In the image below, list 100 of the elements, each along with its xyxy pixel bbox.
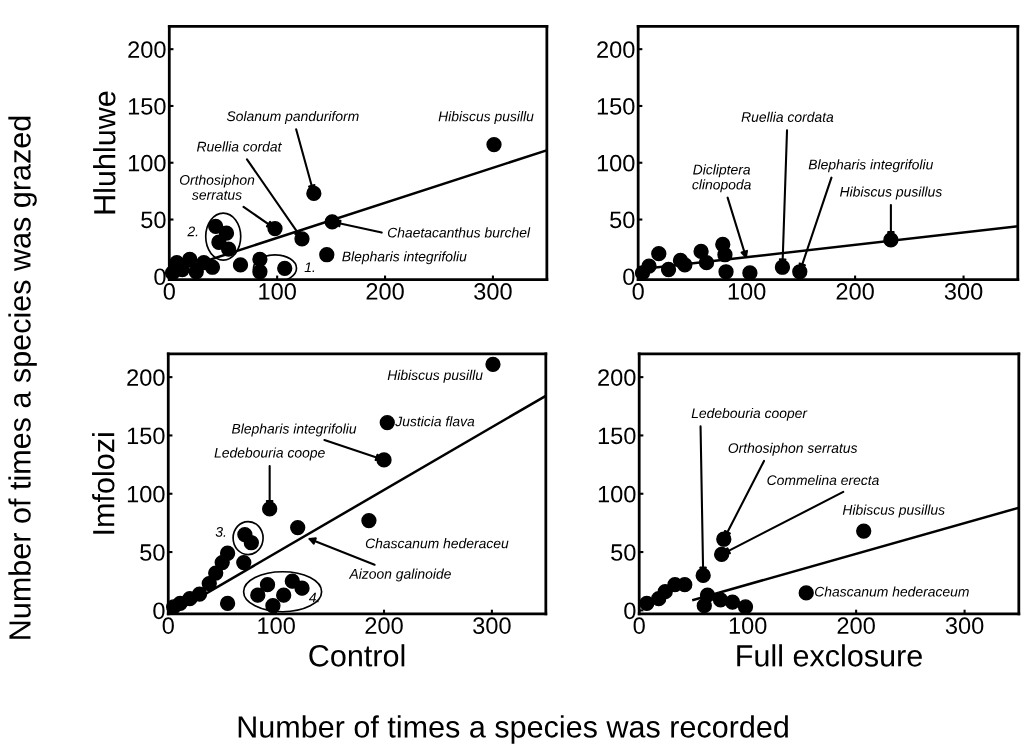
point [485, 356, 501, 372]
point [693, 243, 709, 259]
point [724, 594, 741, 610]
annotation: Hibiscus pusillus [839, 186, 942, 200]
y-tick-label: 150 [127, 427, 165, 445]
point [236, 554, 252, 571]
y-tick-label: 200 [127, 369, 165, 386]
annotation: Dicliptera clinopoda [692, 164, 751, 193]
x-tick-label: 300 [944, 283, 983, 300]
point [379, 414, 395, 431]
y-tick-label: 50 [141, 211, 166, 229]
point [696, 598, 712, 614]
y-tick-label: 0 [154, 268, 166, 286]
point [737, 599, 754, 615]
annotation: Blepharis integrifoliu [342, 251, 467, 265]
point [634, 265, 651, 281]
y-tick-label: 200 [128, 41, 166, 58]
text: Number of times a species was grazed [8, 116, 37, 639]
annotation: Orthosiphon serratus [728, 442, 858, 456]
x-tick-label: 100 [728, 283, 766, 300]
point [798, 585, 814, 601]
point [742, 265, 758, 281]
point [290, 519, 306, 536]
point [651, 591, 667, 607]
point [639, 595, 655, 612]
y-tick-label: 100 [127, 485, 165, 503]
point [259, 577, 276, 593]
point [204, 259, 221, 275]
y-tick-label: 200 [598, 369, 636, 386]
text: Number of times a species was recorded [238, 715, 788, 744]
annotation: Commelina erecta [767, 474, 879, 486]
annotation: Ledebouria cooper [691, 407, 808, 421]
y-tick-label: 0 [623, 268, 635, 286]
y-tick-label: 150 [597, 98, 635, 115]
annotation: Chascanum hederaceum [815, 586, 969, 597]
point [361, 512, 377, 529]
y-tick-label: 100 [128, 154, 166, 172]
point [219, 595, 236, 612]
point [166, 599, 182, 615]
point [717, 247, 733, 263]
y-tick-label: 50 [611, 544, 636, 561]
annotation: Hibiscus pusillu [438, 111, 534, 125]
annotation: Aizoon galinoide [348, 568, 451, 582]
point [208, 218, 224, 234]
y-tick-label: 100 [597, 154, 635, 172]
annotation: Blepharis integrifoliu [808, 159, 934, 173]
annotation: 2. [187, 226, 198, 237]
point [277, 260, 293, 277]
x-tick-label: 200 [365, 617, 403, 634]
point [698, 255, 715, 271]
point [651, 245, 667, 262]
point [276, 587, 292, 603]
x-tick-label: 100 [259, 283, 296, 300]
point [677, 257, 693, 273]
point [265, 598, 281, 614]
annotation: Chascanum hederaceu [365, 538, 509, 549]
y-axis-title: Imfolozi [92, 433, 115, 534]
annotation: Ledebouria coope [214, 447, 325, 461]
x-tick-label: 300 [473, 617, 511, 634]
y-tick-label: 50 [140, 544, 165, 561]
y-tick-label: 150 [598, 427, 636, 445]
point [250, 587, 266, 603]
x-tick-label: 200 [366, 283, 404, 300]
x-tick-label: 300 [945, 617, 984, 634]
point [294, 580, 310, 596]
annotation: Justicia flava [395, 416, 475, 427]
y-tick-label: 200 [597, 41, 635, 58]
annotation: Orthosiphon serratus [179, 174, 255, 200]
annotation: Hibiscus pusillu [387, 369, 483, 383]
x-axis-title: Full exclosure [737, 644, 922, 667]
y-tick-label: 50 [610, 211, 635, 229]
point [220, 241, 237, 257]
y-axis-title: Hluhluwe [93, 91, 116, 214]
annotation: Chaetacanthus burchel [387, 227, 531, 238]
x-tick-label: 100 [729, 617, 767, 634]
point [677, 577, 693, 593]
annotation: Hibiscus pusillus [842, 504, 945, 518]
annotation: 3. [215, 526, 226, 537]
x-tick-label: 300 [474, 283, 512, 300]
annotation: Blepharis integrifoliu [231, 423, 357, 437]
annotation: 1. [304, 262, 315, 272]
point [188, 264, 204, 280]
annotation: Ruellia cordata [741, 111, 834, 122]
point [214, 554, 230, 571]
point [232, 257, 249, 273]
point [319, 247, 335, 263]
y-tick-label: 150 [128, 98, 166, 115]
y-tick-label: 0 [153, 602, 165, 620]
x-axis-title: Control [309, 644, 405, 667]
y-tick-label: 100 [598, 485, 636, 503]
y-tick-label: 0 [624, 602, 636, 620]
point [856, 523, 872, 539]
point [486, 136, 502, 153]
annotation: 4. [308, 592, 319, 603]
point [660, 261, 677, 278]
x-tick-label: 200 [836, 283, 874, 300]
point [718, 264, 734, 280]
annotation: Ruellia cordat [196, 141, 282, 152]
point [201, 575, 217, 592]
annotation: Solanum panduriform [226, 110, 359, 124]
